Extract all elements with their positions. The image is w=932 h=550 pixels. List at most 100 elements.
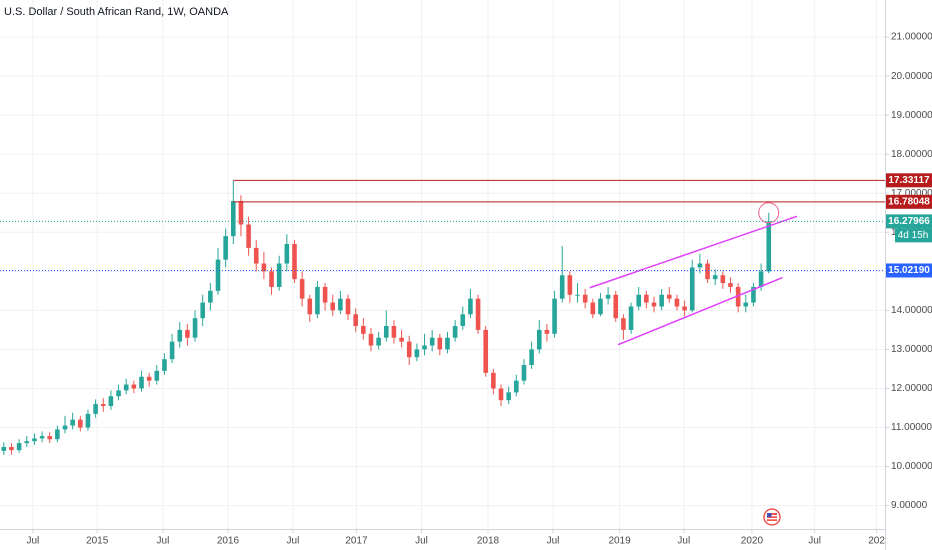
candle-body [338,298,343,311]
x-tick-label: 2017 [345,536,368,547]
candle-body [361,325,366,334]
candle-body [651,302,657,307]
x-tick-label: Jul [547,536,560,547]
candle-body [177,329,183,342]
candle-body [78,419,83,428]
x-tick-label: Jul [287,536,300,547]
candle-body [521,365,527,381]
countdown-badge [895,228,932,243]
candle-body [758,271,764,287]
candle-body [215,259,221,291]
candle-body [230,201,236,237]
candle-body [544,329,550,334]
x-tick-label: Jul [808,536,821,547]
candle-body [437,337,443,350]
flag-icon [763,508,781,526]
price-badge [886,263,932,278]
candle-body [16,443,22,451]
candle-body [55,429,60,440]
candle-body [536,329,542,350]
candle-body [353,314,358,326]
candle-body [720,275,726,284]
countdown-label: 4d 15h [898,230,929,241]
candle-body [422,345,427,350]
candle-body [475,298,481,330]
candle-body [162,359,167,371]
candle-body [62,425,68,430]
price-badge [886,173,932,188]
candle-body [636,294,641,307]
candle-body [399,337,404,342]
candle-body [682,306,687,311]
axis-layer: 9.00000 10.00000 11.00000 12.00000 13.00000 1… [26,32,932,547]
y-tick-label: 13.00000 [891,344,932,355]
candle-body [299,279,305,299]
candle-body [552,298,557,334]
candle-body [613,294,619,319]
candle-body [605,294,611,299]
candle-body [246,224,251,248]
candle-body [131,384,137,389]
candle-body [452,325,458,338]
candle-body [70,419,75,426]
price-badge-label: 17.33117 [888,175,930,186]
candle-body [621,318,626,330]
chart-title: U.S. Dollar / South African Rand, 1W, OA… [4,6,229,18]
channel-line [589,215,798,289]
candle-body [269,271,274,287]
candle-body [376,337,381,346]
candle-body [93,404,98,414]
candle-body [728,283,733,287]
candle-body [146,376,152,381]
x-tick-label: Jul [26,536,39,547]
candle-body [644,294,649,303]
candle-body [483,329,489,373]
x-tick-label: 2016 [217,536,240,547]
y-tick-label: 17.00000 [891,188,932,199]
candle-body [368,333,374,346]
x-tick-label: 2015 [86,536,109,547]
price-badge [886,194,932,209]
mark-layer [0,179,885,455]
y-tick-label: 11.00000 [891,422,932,433]
candle-body [100,404,106,407]
x-tick-label: Jul [677,536,690,547]
candle-body [659,294,664,307]
candle-body [108,396,114,407]
candle-body [154,370,160,381]
x-tick-label: Jul [415,536,428,547]
candle-body [705,263,710,280]
candle-body [766,221,772,272]
candle-body [208,290,213,303]
candle-body [24,441,30,444]
y-tick-label: 9.00000 [891,500,928,511]
x-tick-label: 2020 [741,536,764,547]
candle-body [123,384,129,391]
x-tick-label: 2019 [608,536,631,547]
price-badge-label: 16.27966 [888,216,930,227]
price-badge-label: 15.02190 [888,265,930,276]
candle-body [567,275,573,295]
candle-body [582,294,588,303]
candle-body [598,298,603,315]
candle-body [751,286,756,303]
candle-body [735,286,741,307]
candle-body [185,329,190,338]
candle-body [429,337,435,346]
candle-body [200,302,206,319]
x-tick-label: Jul [157,536,170,547]
y-tick-label: 18.00000 [891,149,932,160]
candle-body [628,306,634,330]
candle-body [391,325,397,338]
candle-body [697,263,703,268]
highlight-circle [758,202,780,224]
candle-body [674,298,680,307]
y-tick-label: 12.00000 [891,383,932,394]
candle-body [261,263,267,272]
candle-body [491,372,496,389]
candle-body [529,349,534,366]
candle-body [1,447,7,451]
candle-body [506,392,511,401]
